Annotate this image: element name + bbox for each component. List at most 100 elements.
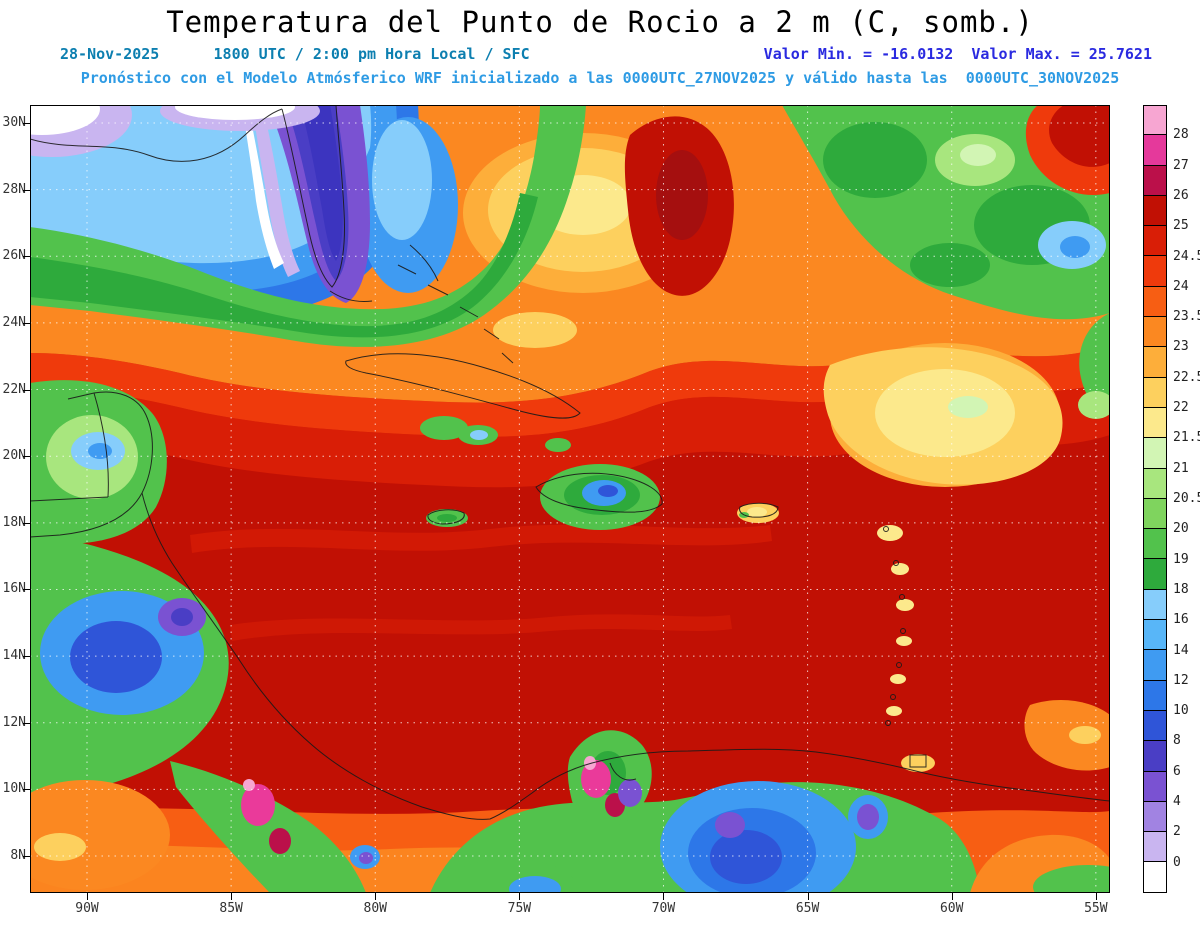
y-axis-label: 12N (2, 714, 26, 730)
colorbar-cell (1143, 317, 1167, 348)
model-info-label: Pronóstico con el Modelo Atmósferico WRF… (80, 69, 1120, 87)
colorbar-cell (1143, 286, 1167, 318)
colorbar-cell (1143, 438, 1167, 469)
colorbar-tick-label: 23 (1173, 339, 1189, 355)
colorbar-tick-label: 16 (1173, 612, 1189, 628)
colorbar-cell (1143, 710, 1167, 742)
x-axis-label: 70W (651, 901, 676, 916)
colorbar-tick-label: 19 (1173, 551, 1189, 567)
axis-tick (23, 656, 30, 658)
colorbar-tick-label: 21.5 (1173, 430, 1200, 446)
dewpoint-contour-map (0, 73, 1143, 913)
colorbar-cell (1143, 741, 1167, 772)
x-axis-label: 55W (1084, 901, 1108, 916)
colorbar-tick-label: 2 (1173, 824, 1181, 840)
colorbar-tick-label: 22 (1173, 400, 1189, 416)
colorbar-cell (1143, 862, 1167, 893)
axis-tick (23, 522, 30, 524)
colorbar-cell (1143, 226, 1167, 257)
y-axis-label: 14N (2, 648, 26, 664)
colorbar-cell (1143, 407, 1167, 439)
colorbar-cell (1143, 468, 1167, 499)
colorbar-cell (1143, 165, 1167, 196)
y-axis-label: 26N (2, 248, 26, 264)
page-title: Temperatura del Punto de Rocio a 2 m (C,… (166, 5, 1034, 39)
colorbar-cell (1143, 347, 1167, 378)
y-axis-label: 18N (2, 514, 26, 530)
axis-tick (951, 893, 953, 900)
colorbar-tick-label: 14 (1173, 642, 1189, 658)
axis-tick (23, 123, 30, 124)
axis-tick (1095, 893, 1097, 900)
colorbar-cell (1143, 135, 1167, 166)
axis-tick (375, 893, 377, 900)
axis-tick (23, 256, 30, 258)
colorbar-tick-label: 10 (1173, 703, 1189, 719)
x-axis-label: 60W (939, 901, 964, 916)
colorbar-tick-label: 28 (1173, 127, 1189, 143)
axis-tick (23, 389, 30, 391)
axis-tick (23, 789, 30, 791)
y-axis-label: 22N (2, 381, 26, 397)
x-axis-label: 80W (363, 901, 387, 916)
colorbar-tick-label: 12 (1173, 672, 1189, 688)
coastlines (29, 104, 1111, 820)
axis-tick (87, 893, 88, 900)
x-axis-label: 65W (795, 901, 820, 916)
map-plot-area: Sisπ – ONAMET/REP.DOM. (0, 73, 1143, 913)
colorbar-cell (1143, 832, 1167, 863)
dewpoint-field (0, 73, 1143, 913)
axis-tick (23, 722, 30, 724)
colorbar-tick-label: 23.5 (1173, 309, 1200, 325)
colorbar-tick-label: 20.5 (1173, 491, 1200, 506)
colorbar-tick-label: 18 (1173, 581, 1189, 597)
colorbar-tick-label: 24.5 (1173, 248, 1200, 264)
colorbar-cell (1143, 620, 1167, 651)
colorbar-cell (1143, 680, 1167, 711)
axis-tick (231, 893, 233, 900)
colorbar-cell (1143, 650, 1167, 681)
colorbar-tick-label: 25 (1173, 218, 1189, 234)
colorbar-tick-label: 8 (1173, 733, 1181, 749)
y-axis-label: 8N (10, 848, 26, 864)
colorbar-tick-label: 21 (1173, 460, 1189, 476)
axis-tick (663, 893, 665, 900)
x-axis-label: 90W (75, 901, 99, 916)
y-axis-label: 28N (2, 181, 26, 197)
x-axis-label: 85W (219, 901, 243, 916)
colorbar-tick-label: 4 (1173, 794, 1181, 810)
axis-tick (519, 893, 521, 900)
colorbar-tick-label: 27 (1173, 157, 1189, 173)
y-axis-label: 20N (2, 448, 26, 464)
colorbar-cell (1143, 559, 1167, 590)
colorbar-tick-label: 26 (1173, 187, 1189, 203)
axis-tick (23, 856, 30, 858)
valid-time-label: 28-Nov-2025 1800 UTC / 2:00 pm Hora Loca… (60, 45, 530, 63)
axis-tick (23, 322, 30, 324)
colorbar-cell (1143, 195, 1167, 227)
colorbar-tick-label: 6 (1173, 763, 1181, 779)
colorbar-cell (1143, 589, 1167, 621)
y-axis-label: 10N (2, 781, 26, 797)
colorbar (1143, 105, 1167, 893)
grid-lines (30, 105, 1110, 893)
colorbar-cell (1143, 105, 1167, 136)
subtitle-row: 28-Nov-2025 1800 UTC / 2:00 pm Hora Loca… (60, 45, 1152, 63)
y-axis-label: 16N (2, 581, 26, 597)
colorbar-cell (1143, 377, 1167, 408)
axis-tick (23, 456, 30, 458)
colorbar-tick-label: 22.5 (1173, 369, 1200, 385)
colorbar-tick-label: 0 (1173, 854, 1181, 870)
colorbar-cell (1143, 801, 1167, 833)
min-max-label: Valor Min. = -16.0132 Valor Max. = 25.76… (763, 45, 1152, 63)
colorbar-tick-label: 24 (1173, 278, 1189, 294)
axis-tick (23, 189, 30, 191)
y-axis-label: 30N (2, 115, 26, 130)
colorbar-cell (1143, 771, 1167, 802)
y-axis-label: 24N (2, 314, 26, 330)
axis-tick (807, 893, 809, 900)
axis-tick (23, 589, 30, 591)
colorbar-cell (1143, 256, 1167, 287)
plot-frame (30, 105, 1110, 893)
